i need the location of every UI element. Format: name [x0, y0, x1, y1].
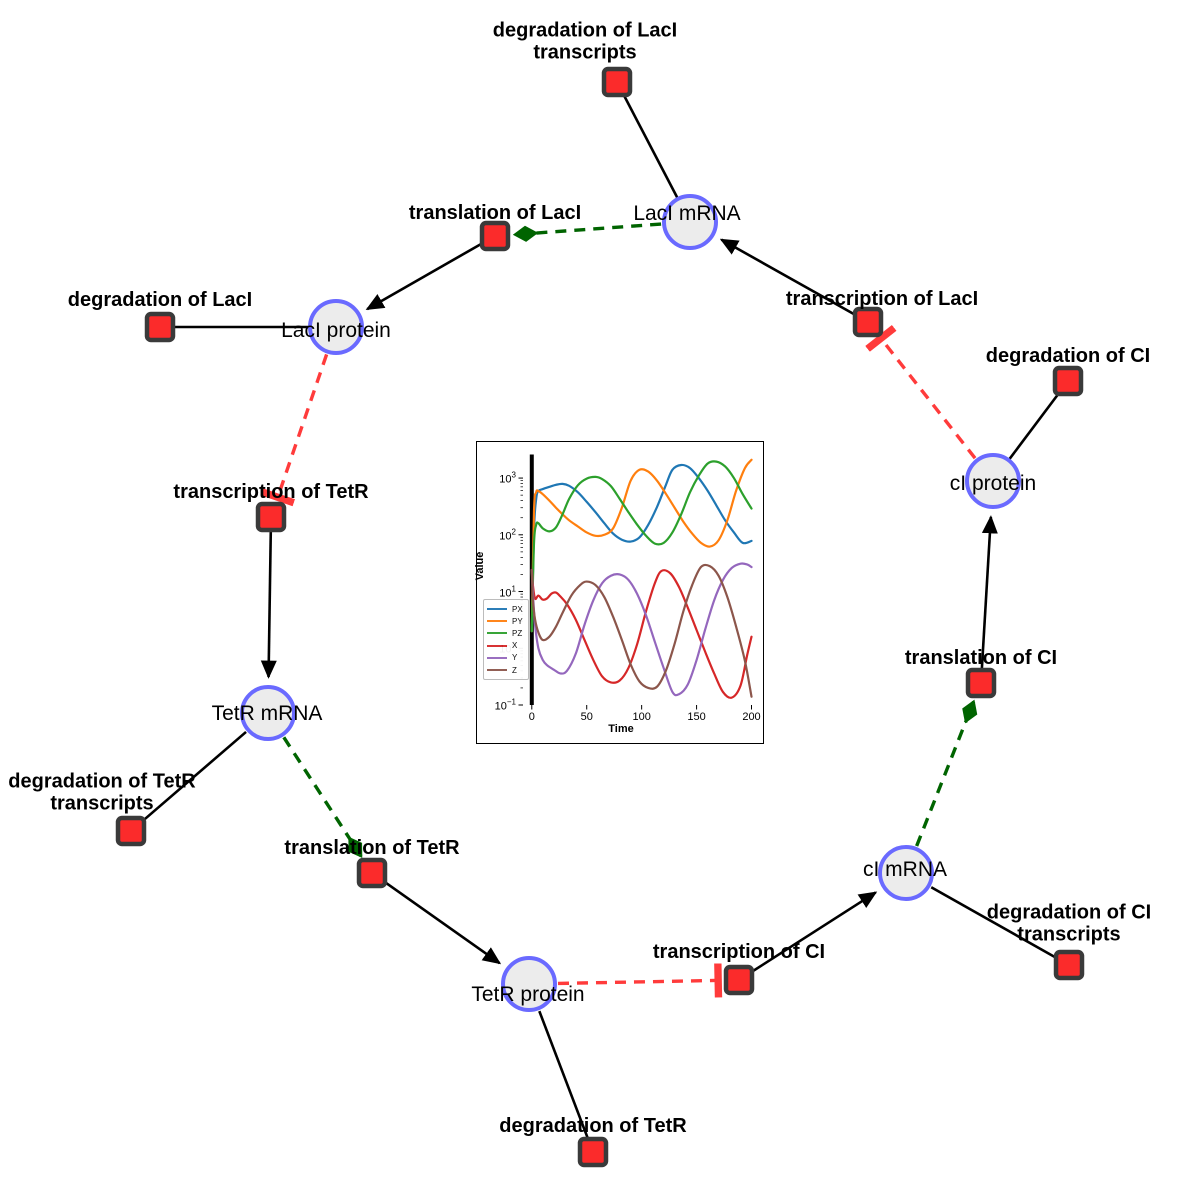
edge-layer: [138, 92, 1062, 1143]
reaction-node-deg_tetr_transcripts[interactable]: [115, 815, 147, 847]
legend-item-Z: Z: [487, 664, 523, 676]
legend-label: X: [512, 641, 518, 651]
edge-e9: [381, 878, 502, 965]
edge-e13: [930, 886, 1061, 961]
legend-label: PX: [512, 604, 523, 614]
x-tick-label: 0: [528, 711, 535, 723]
chart-legend: PX PY PZ X Y Z: [483, 599, 529, 681]
legend-label: Y: [512, 653, 518, 663]
legend-item-Y: Y: [487, 652, 523, 664]
legend-swatch: [487, 644, 507, 647]
reaction-node-deg_ci_transcripts[interactable]: [1053, 949, 1085, 981]
species-node-ci_mrna[interactable]: [878, 845, 934, 901]
x-axis-label: Time: [608, 723, 634, 735]
edge-e8: [282, 736, 363, 859]
edge-e18: [719, 238, 859, 318]
edge-e14: [915, 699, 978, 847]
timecourse-inset-plot: Value Time 10−1100101102103 050100150200…: [474, 441, 765, 745]
edge-e15: [980, 515, 998, 672]
edge-e12: [748, 891, 878, 975]
series-group: [530, 458, 753, 699]
species-node-laci_protein[interactable]: [308, 299, 364, 355]
legend-label: Z: [512, 665, 517, 675]
reaction-node-deg_ci[interactable]: [1052, 365, 1084, 397]
series-line-PZ: [530, 460, 753, 633]
edge-e6: [260, 528, 277, 679]
x-tick-label: 100: [632, 711, 651, 723]
edge-e17: [865, 324, 977, 460]
reaction-node-deg_tetr[interactable]: [577, 1136, 609, 1168]
reaction-node-transcription_laci[interactable]: [852, 306, 884, 338]
edge-e1: [621, 92, 681, 202]
legend-item-PY: PY: [487, 615, 523, 627]
species-node-ci_protein[interactable]: [965, 453, 1021, 509]
edge-e11: [557, 963, 723, 998]
reaction-node-deg_laci_transcripts[interactable]: [601, 66, 633, 98]
species-node-laci_mrna[interactable]: [662, 194, 718, 250]
legend-item-X: X: [487, 640, 523, 652]
legend-swatch: [487, 656, 507, 659]
node-layer: [115, 66, 1085, 1168]
x-tick-label: 150: [687, 711, 706, 723]
species-node-tetr_mrna[interactable]: [240, 685, 296, 741]
legend-item-PX: PX: [487, 603, 523, 615]
edge-e16: [1006, 389, 1062, 463]
series-line-PX: [530, 463, 753, 633]
edge-e3: [365, 240, 486, 311]
species-node-tetr_protein[interactable]: [501, 956, 557, 1012]
y-tick-label: 10−1: [494, 697, 516, 713]
legend-swatch: [487, 620, 507, 623]
reaction-node-translation_tetr[interactable]: [356, 857, 388, 889]
series-line-Z: [530, 563, 753, 698]
series-line-X: [530, 568, 753, 699]
reaction-node-transcription_ci[interactable]: [723, 964, 755, 996]
series-line-Y: [530, 562, 753, 697]
y-tick-label: 103: [499, 470, 516, 486]
legend-swatch: [487, 632, 507, 635]
legend-swatch: [487, 608, 507, 611]
plot-area: Value Time 10−1100101102103 050100150200…: [474, 442, 765, 745]
edge-e10: [538, 1010, 591, 1143]
series-line-PY: [530, 458, 753, 633]
edge-e2: [512, 222, 662, 242]
reaction-node-translation_laci[interactable]: [479, 220, 511, 252]
x-tick-label: 200: [742, 711, 761, 723]
reaction-node-deg_laci[interactable]: [144, 311, 176, 343]
edge-e5: [260, 353, 329, 507]
x-tick-label: 50: [580, 711, 593, 723]
legend-label: PZ: [512, 628, 523, 638]
reaction-node-transcription_tetr[interactable]: [255, 501, 287, 533]
reaction-node-translation_ci[interactable]: [965, 667, 997, 699]
edge-e7: [138, 730, 247, 825]
plot-curves-svg: [518, 454, 753, 710]
legend-item-PZ: PZ: [487, 627, 523, 639]
y-tick-label: 102: [499, 527, 516, 543]
legend-label: PY: [512, 616, 523, 626]
y-tick-label: 101: [499, 584, 516, 599]
legend-swatch: [487, 669, 507, 672]
